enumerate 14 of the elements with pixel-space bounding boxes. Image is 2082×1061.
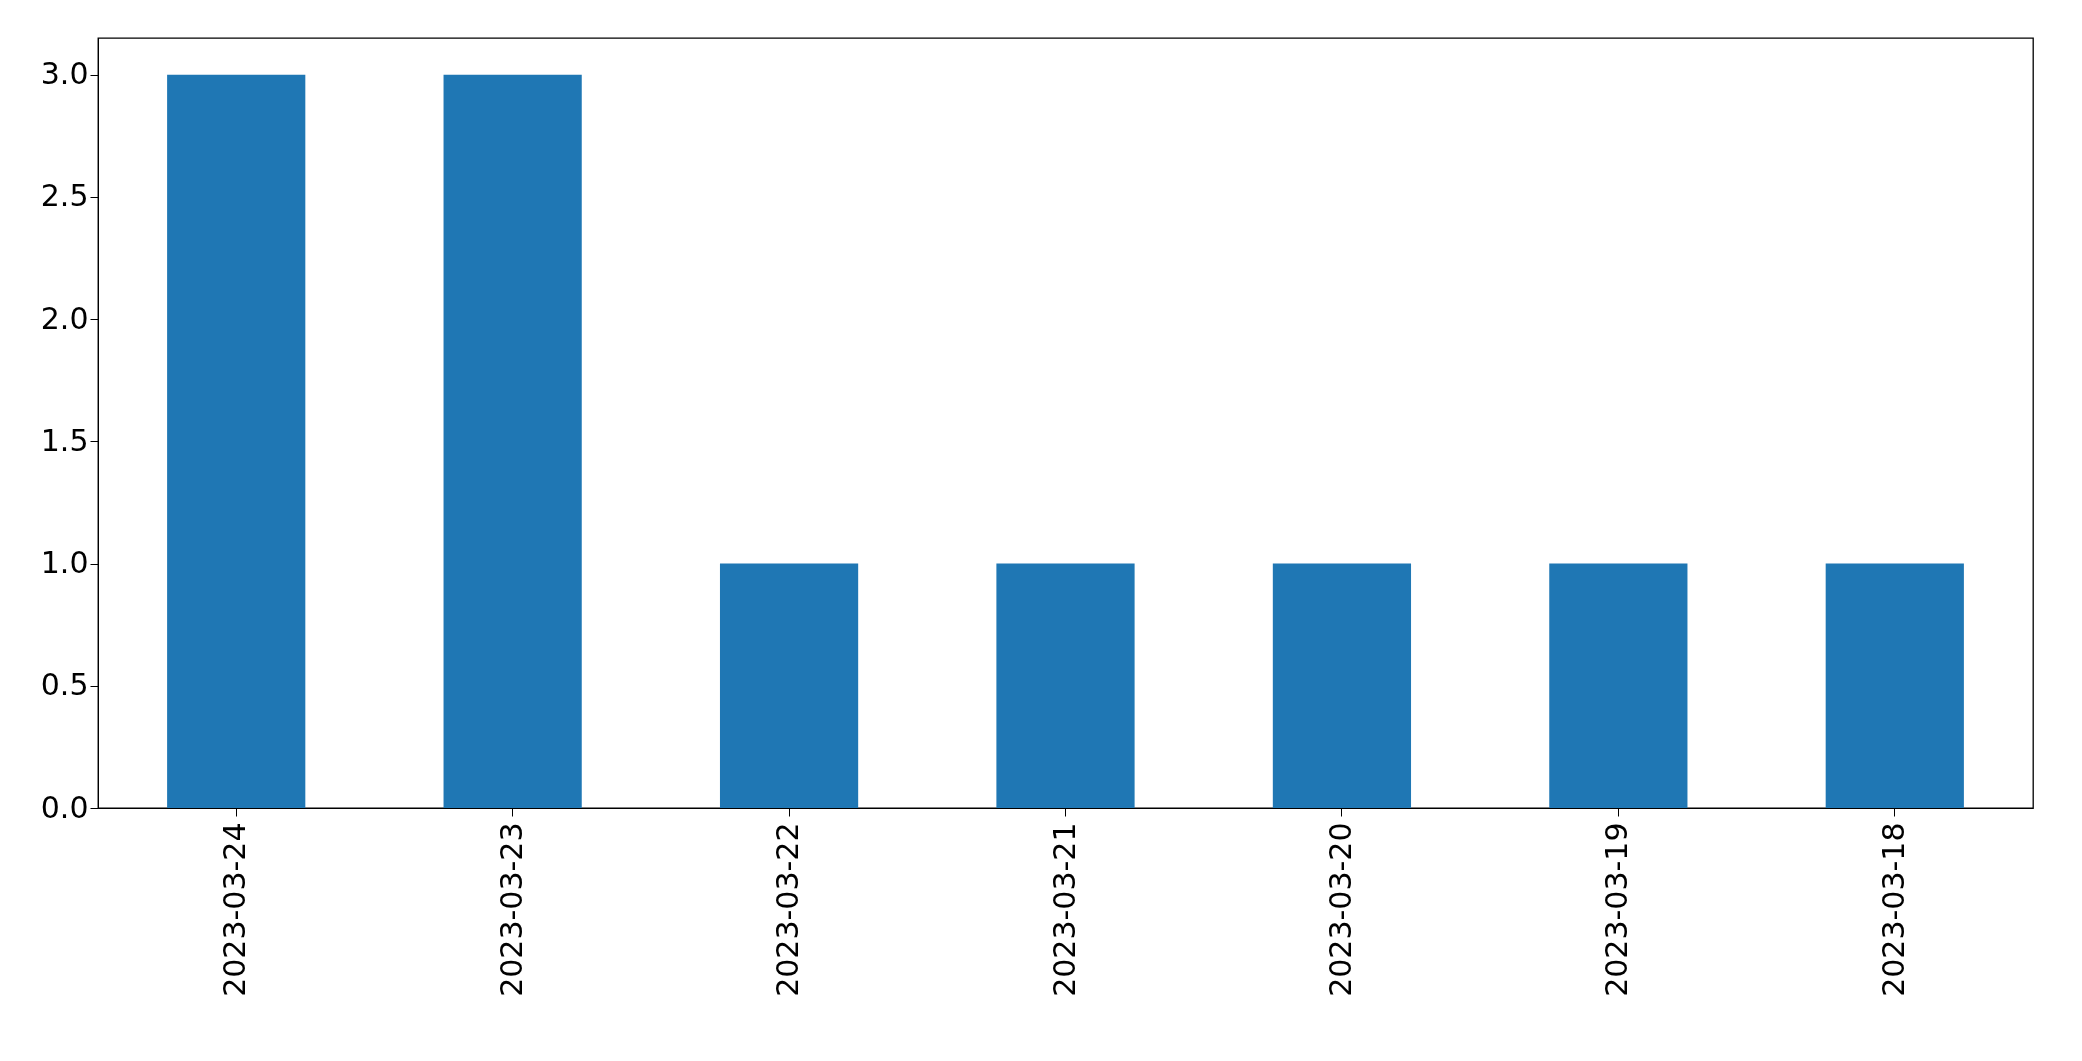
x-tick-label: 2023-03-22: [770, 822, 806, 997]
x-tick-label: 2023-03-18: [1875, 822, 1911, 997]
y-tick-label: 2.0: [40, 300, 89, 336]
y-tick-label: 1.5: [40, 422, 89, 458]
y-tick-label: 3.0: [40, 56, 89, 92]
y-tick-label: 2.5: [40, 178, 89, 214]
y-tick-label: 0.5: [40, 667, 89, 703]
y-tick-label: 0.0: [40, 789, 89, 825]
y-tick-label: 1.0: [40, 545, 89, 581]
x-tick-label: 2023-03-20: [1322, 822, 1358, 997]
x-tick-label: 2023-03-23: [493, 822, 529, 997]
x-tick-label: 2023-03-19: [1599, 822, 1635, 997]
x-tick-label: 2023-03-24: [217, 822, 253, 997]
x-tick-label: 2023-03-21: [1046, 822, 1082, 997]
